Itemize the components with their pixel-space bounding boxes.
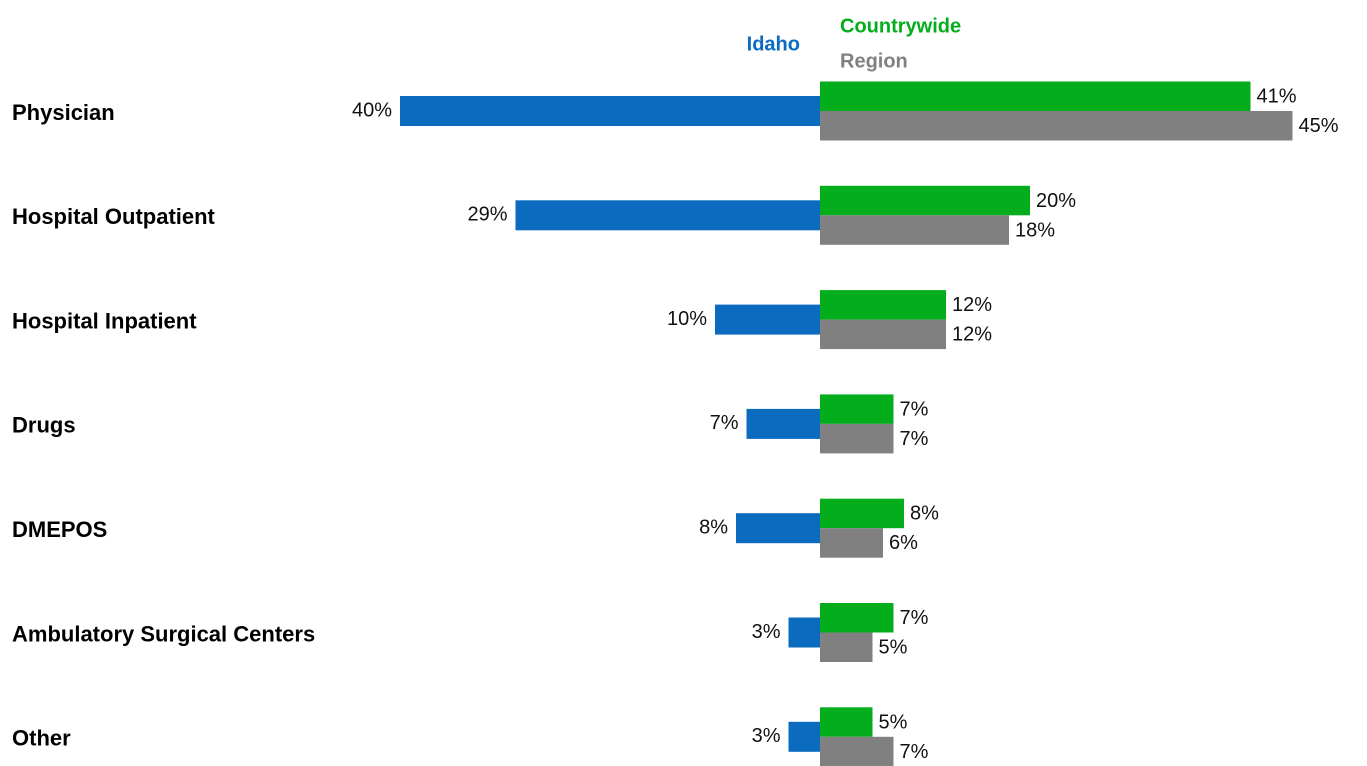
category-label: DMEPOS (12, 517, 107, 542)
value-label: 8% (910, 503, 939, 525)
bar (788, 721, 820, 752)
value-label: 18% (1015, 219, 1055, 241)
bar (515, 200, 820, 231)
bar (715, 304, 820, 335)
bar (788, 617, 820, 648)
category-label: Physician (12, 100, 115, 125)
bar (820, 603, 894, 633)
bar (746, 408, 820, 439)
bar (820, 81, 1251, 111)
legend-label: Idaho (747, 33, 800, 55)
value-label: 40% (352, 99, 392, 121)
value-label: 8% (699, 516, 728, 538)
bar (820, 185, 1030, 216)
bar (820, 423, 894, 454)
value-label: 7% (900, 607, 929, 629)
value-label: 41% (1257, 86, 1297, 108)
bar (736, 513, 820, 544)
bar (820, 290, 946, 320)
bar (820, 528, 883, 558)
value-label: 7% (710, 412, 739, 434)
value-label: 3% (752, 621, 781, 643)
value-label: 45% (1299, 115, 1339, 137)
bar (820, 498, 904, 529)
value-label: 6% (889, 532, 918, 554)
category-label: Drugs (12, 413, 76, 438)
value-label: 5% (879, 637, 908, 659)
category-label: Ambulatory Surgical Centers (12, 621, 315, 646)
value-label: 3% (752, 725, 781, 747)
bar (820, 319, 946, 350)
category-label: Hospital Outpatient (12, 204, 216, 229)
value-label: 7% (900, 741, 929, 763)
bar (820, 736, 894, 766)
bar (820, 632, 873, 662)
value-label: 29% (467, 204, 507, 226)
category-label: Hospital Inpatient (12, 308, 197, 333)
legend-label: Countrywide (840, 15, 961, 37)
value-label: 10% (667, 308, 707, 330)
bar (820, 394, 894, 424)
category-label: Other (12, 726, 71, 751)
value-label: 7% (900, 398, 929, 420)
bar (820, 111, 1293, 141)
value-label: 12% (952, 324, 992, 346)
bar (820, 215, 1009, 245)
bar (400, 96, 820, 126)
legend-label: Region (840, 50, 908, 72)
value-label: 7% (900, 428, 929, 450)
value-label: 20% (1036, 190, 1076, 212)
bar (820, 707, 873, 737)
value-label: 12% (952, 294, 992, 316)
value-label: 5% (879, 711, 908, 733)
